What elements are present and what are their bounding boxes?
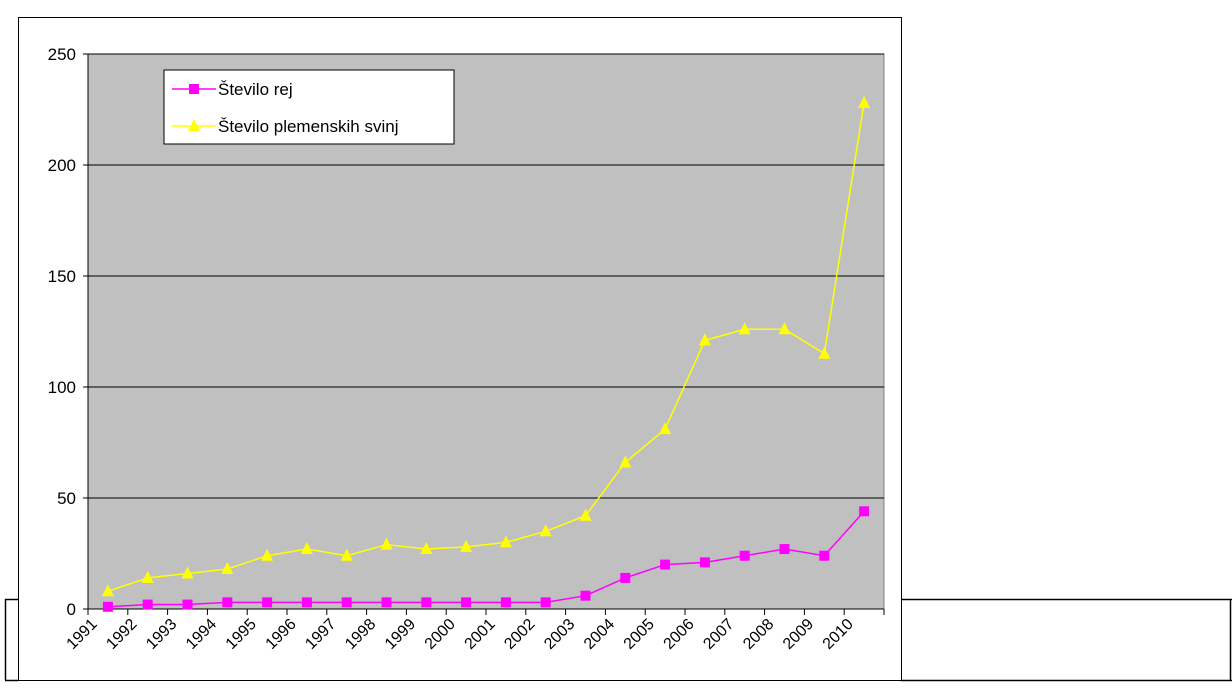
data-point-triangle: [141, 570, 154, 583]
legend-marker-square: [189, 84, 199, 94]
data-point-square: [540, 597, 551, 608]
series-line-2: [107, 102, 865, 592]
data-point-square: [222, 597, 233, 608]
data-point-triangle: [261, 548, 274, 561]
data-point-triangle: [340, 548, 353, 561]
data-point-square: [779, 544, 790, 555]
data-point-square: [182, 599, 193, 610]
legend-label-1: Število rej: [218, 80, 293, 99]
data-point-square: [142, 599, 153, 610]
data-point-triangle: [420, 542, 433, 555]
data-point-triangle: [101, 584, 114, 597]
data-point-square: [341, 597, 352, 608]
data-point-triangle: [579, 508, 592, 521]
data-point-triangle: [539, 524, 552, 537]
data-point-square: [819, 550, 830, 561]
legend-entry-1: Število rej: [172, 80, 293, 99]
data-point-triangle: [499, 535, 512, 548]
data-point-triangle: [738, 322, 751, 335]
data-point-triangle: [659, 422, 672, 435]
y-tick-label: 200: [48, 156, 76, 175]
data-point-triangle: [221, 562, 234, 575]
data-point-square: [580, 590, 591, 601]
legend: Število rej Število plemenskih svinj: [163, 69, 455, 145]
data-point-square: [262, 597, 273, 608]
data-point-triangle: [300, 542, 313, 555]
data-point-triangle: [619, 455, 632, 468]
legend-box: [163, 69, 455, 145]
legend-entry-2: Število plemenskih svinj: [172, 117, 398, 136]
legend-label-2: Število plemenskih svinj: [218, 117, 398, 136]
data-point-triangle: [460, 539, 473, 552]
data-point-square: [859, 506, 870, 517]
y-tick-label: 50: [57, 489, 76, 508]
grid-lines: [88, 53, 884, 499]
data-point-triangle: [380, 537, 393, 550]
data-point-square: [660, 559, 671, 570]
data-point-square: [102, 601, 113, 612]
data-point-square: [301, 597, 312, 608]
data-point-square: [500, 597, 511, 608]
series-line-1: [107, 510, 865, 608]
data-point-square: [461, 597, 472, 608]
data-point-triangle: [698, 333, 711, 346]
legend-marker-triangle: [188, 119, 200, 131]
data-point-triangle: [818, 346, 831, 359]
data-point-square: [620, 572, 631, 583]
y-tick-label: 150: [48, 267, 76, 286]
y-tick-label: 0: [67, 600, 76, 619]
plot-area: [87, 53, 885, 610]
data-point-triangle: [181, 566, 194, 579]
data-point-square: [739, 550, 750, 561]
y-tick-label: 250: [48, 45, 76, 64]
series-layer: [101, 95, 871, 612]
data-point-triangle: [778, 322, 791, 335]
data-point-square: [699, 557, 710, 568]
data-point-square: [381, 597, 392, 608]
data-point-square: [421, 597, 432, 608]
y-tick-label: 100: [48, 378, 76, 397]
data-point-triangle: [858, 95, 871, 108]
